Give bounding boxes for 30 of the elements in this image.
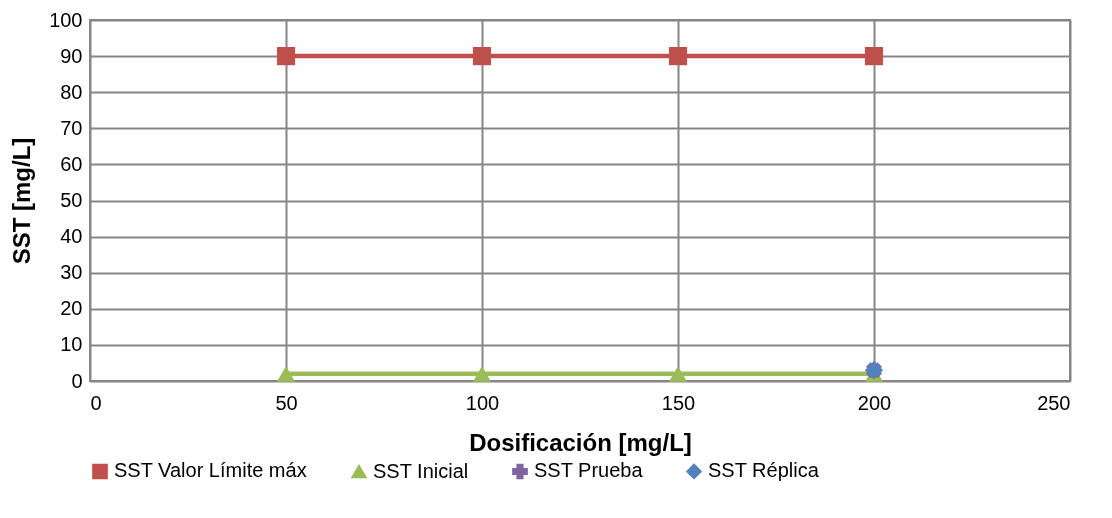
y-axis-title: SST [mg/L] <box>8 137 36 265</box>
point <box>864 47 884 66</box>
x-tick-label: 50 <box>275 391 298 414</box>
x-tick-label: 100 <box>465 391 500 414</box>
y-tick-label: 20 <box>60 297 83 320</box>
y-tick-label: 30 <box>60 261 83 284</box>
legend-label: SST Prueba <box>534 459 644 482</box>
y-tick-label: 50 <box>60 189 83 211</box>
x-tick-label: 150 <box>661 391 696 414</box>
point <box>472 47 492 66</box>
y-tick-label: 100 <box>49 8 83 31</box>
y-tick-label: 80 <box>60 80 83 103</box>
point <box>276 47 296 66</box>
y-tick-label: 60 <box>60 152 83 175</box>
y-tick-label: 90 <box>60 44 83 67</box>
legend-label: SST Réplica <box>708 459 820 482</box>
x-tick-label: 0 <box>90 391 102 414</box>
y-tick-label: 10 <box>60 333 83 356</box>
point <box>472 365 492 382</box>
point <box>668 365 688 382</box>
point <box>668 47 688 66</box>
point <box>276 365 296 382</box>
x-axis-title: Dosificación [mg/L] <box>469 428 692 456</box>
x-tick-label: 200 <box>857 391 892 414</box>
legend-label: SST Valor Límite máx <box>114 459 307 482</box>
y-tick-label: 40 <box>60 225 83 248</box>
legend-label: SST Inicial <box>373 459 469 482</box>
y-tick-label: 70 <box>60 116 83 139</box>
x-tick-label: 250 <box>1037 391 1071 414</box>
y-tick-label: 0 <box>71 369 83 392</box>
